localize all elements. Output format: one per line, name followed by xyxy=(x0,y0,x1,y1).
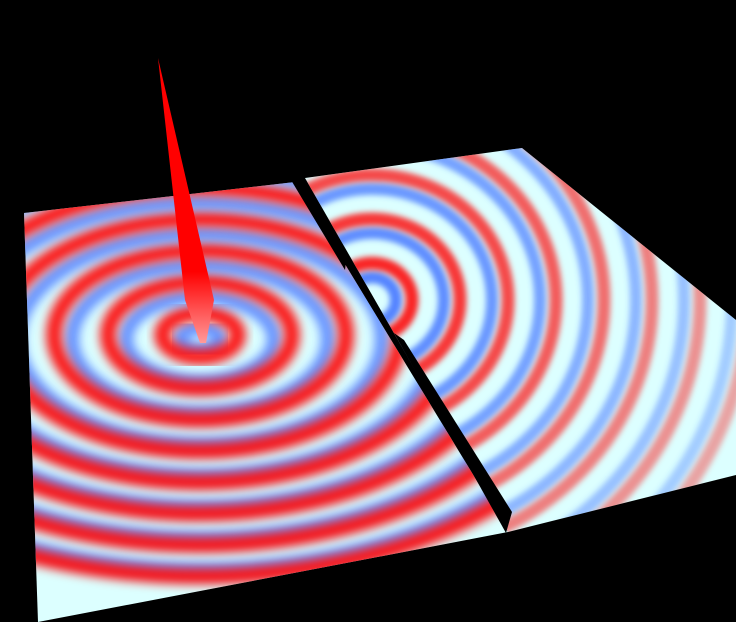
wave-crest-ring xyxy=(24,182,508,522)
diffracted-crest-ring xyxy=(305,148,659,532)
barrier-wall xyxy=(291,178,512,533)
diffracted-crest-ring xyxy=(305,148,707,532)
wave-crest-ring xyxy=(24,182,508,585)
barrier-upper-segment xyxy=(291,178,347,270)
wave-crest-ring xyxy=(24,182,508,553)
diffracted-trough-ring xyxy=(305,148,690,532)
barrier-lower-segment xyxy=(394,333,512,533)
source-spike xyxy=(158,58,214,343)
diffracted-trough-ring xyxy=(305,148,642,532)
spike-body xyxy=(158,58,214,343)
